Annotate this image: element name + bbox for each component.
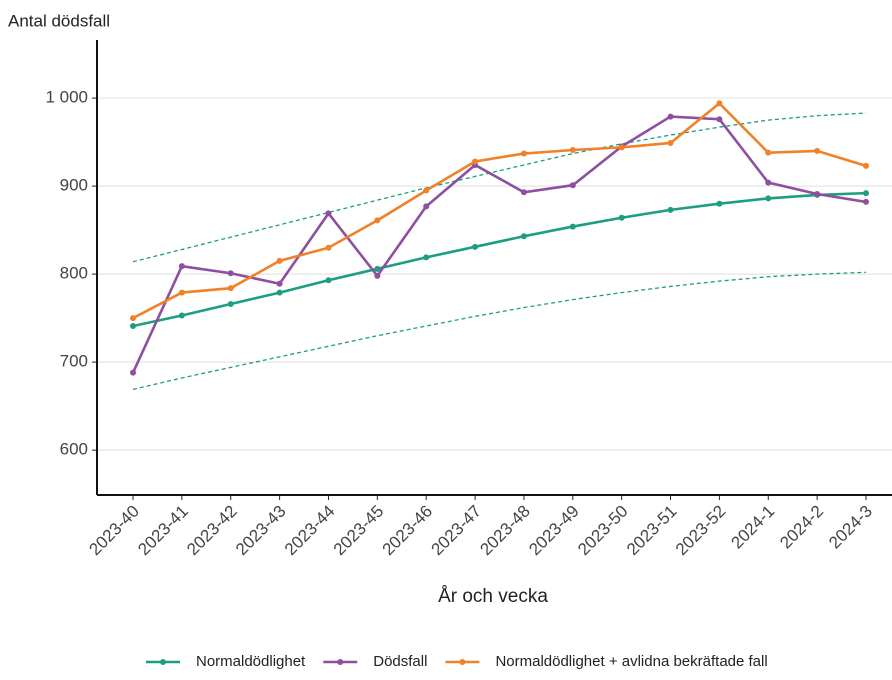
point xyxy=(374,217,381,224)
point xyxy=(814,191,821,198)
point xyxy=(814,147,821,154)
x-tick-label: 2023-52 xyxy=(672,502,730,560)
band-line xyxy=(132,112,867,263)
point xyxy=(520,189,527,196)
x-tick-label: 2023-48 xyxy=(476,502,534,560)
legend-swatch-dot xyxy=(160,659,166,665)
point xyxy=(227,270,234,277)
y-tick-label: 1 000 xyxy=(45,88,88,107)
point xyxy=(130,323,136,330)
series-line xyxy=(132,191,867,328)
point xyxy=(423,254,430,261)
x-tick-label: 2023-46 xyxy=(379,502,437,560)
x-tick-label: 2023-49 xyxy=(525,502,583,560)
y-tick-label: 800 xyxy=(60,264,88,283)
point xyxy=(178,263,185,270)
point xyxy=(618,214,625,221)
point xyxy=(716,200,723,207)
point xyxy=(325,210,332,217)
point xyxy=(423,203,430,210)
x-tick-label: 2023-45 xyxy=(330,502,388,560)
point xyxy=(716,100,723,107)
legend-label: Normaldödlighet + avlidna bekräftade fal… xyxy=(495,653,767,670)
point xyxy=(130,369,136,376)
point xyxy=(227,285,234,292)
point xyxy=(863,198,869,205)
x-tick-label: 2023-41 xyxy=(134,502,192,560)
point xyxy=(667,113,674,120)
point xyxy=(423,187,430,194)
point xyxy=(520,233,527,240)
y-tick-label: 900 xyxy=(60,176,88,195)
x-axis-title: År och vecka xyxy=(438,586,548,607)
x-tick-label: 2023-42 xyxy=(183,502,241,560)
x-tick-label: 2023-43 xyxy=(232,502,290,560)
point xyxy=(178,289,185,296)
point xyxy=(325,277,332,284)
point xyxy=(863,162,869,169)
point xyxy=(667,206,674,213)
x-tick-label: 2024-2 xyxy=(776,502,827,553)
point xyxy=(863,190,869,197)
point xyxy=(569,182,576,189)
series-line xyxy=(131,115,867,374)
point xyxy=(374,265,381,272)
point xyxy=(178,312,185,319)
point xyxy=(276,280,283,287)
point xyxy=(374,272,381,279)
x-tick-label: 2023-50 xyxy=(574,502,632,560)
x-tick-label: 2023-44 xyxy=(281,502,339,560)
legend-label: Normaldödlighet xyxy=(196,653,306,670)
point xyxy=(716,116,723,123)
x-tick-label: 2024-3 xyxy=(825,502,876,553)
point xyxy=(472,158,479,165)
point xyxy=(569,147,576,154)
point xyxy=(130,315,136,322)
y-tick-label: 600 xyxy=(60,440,88,459)
x-tick-label: 2023-40 xyxy=(85,502,143,560)
series-line xyxy=(132,101,867,320)
point xyxy=(569,223,576,230)
x-tick-label: 2024-1 xyxy=(727,502,778,553)
x-tick-label: 2023-51 xyxy=(623,502,681,560)
point xyxy=(765,195,772,202)
point xyxy=(520,150,527,157)
point xyxy=(765,149,772,156)
y-tick-label: 700 xyxy=(60,352,88,371)
y-axis-title: Antal dödsfall xyxy=(8,11,110,30)
point xyxy=(765,179,772,186)
legend-swatch-dot xyxy=(459,659,466,665)
legend-swatch-dot xyxy=(337,659,344,665)
x-tick-label: 2023-47 xyxy=(428,502,486,560)
legend-label: Dödsfall xyxy=(373,653,427,670)
point xyxy=(276,289,283,296)
band-line xyxy=(132,271,867,391)
point xyxy=(472,243,479,250)
point xyxy=(227,301,234,308)
point xyxy=(325,244,332,251)
point xyxy=(276,257,283,264)
point xyxy=(618,144,625,151)
point xyxy=(667,139,674,146)
